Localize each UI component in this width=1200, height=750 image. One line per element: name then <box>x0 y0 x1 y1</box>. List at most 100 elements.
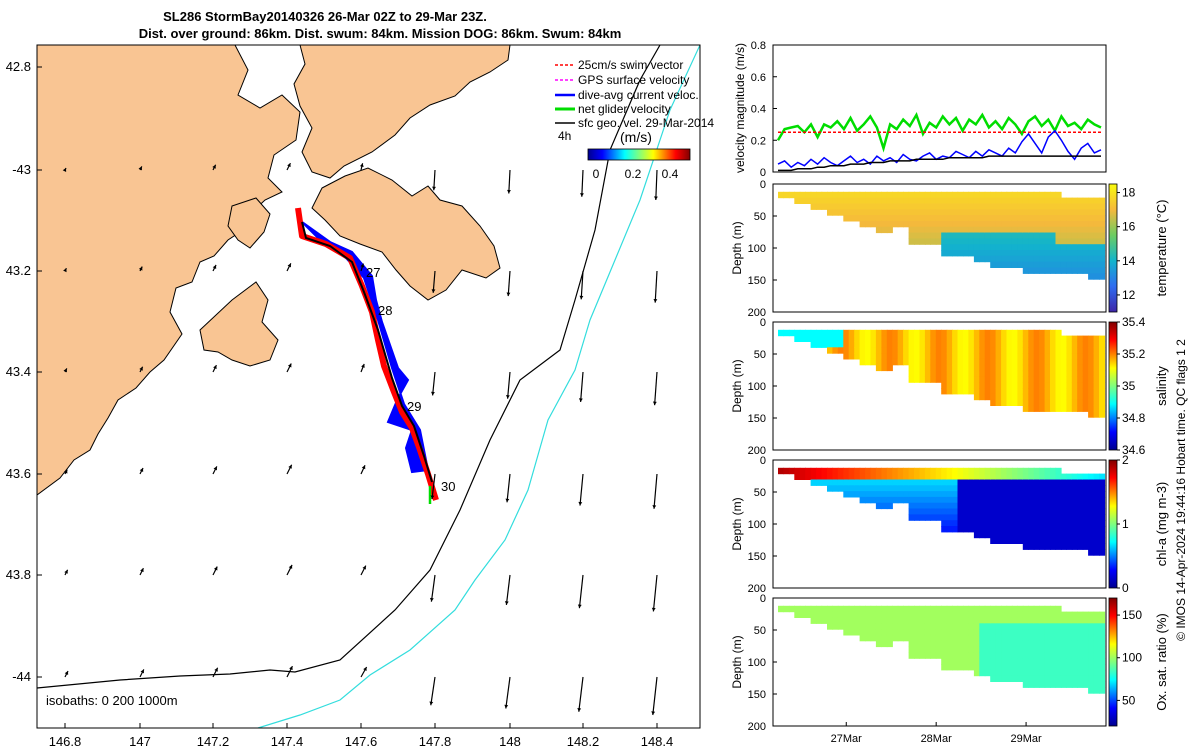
section-cell <box>865 209 872 216</box>
section-cell <box>799 467 806 475</box>
section-cell <box>1077 531 1084 539</box>
section-cell <box>1022 376 1029 383</box>
section-cell <box>1044 197 1051 204</box>
section-cell <box>941 623 948 630</box>
section-cell <box>1077 358 1084 366</box>
section-cell <box>1071 250 1078 257</box>
section-cell <box>963 623 970 630</box>
section-cell <box>1044 467 1051 475</box>
section-cell <box>903 220 910 228</box>
section-cell <box>1017 669 1024 677</box>
section-cell <box>1093 347 1100 354</box>
section-cell <box>1006 358 1013 366</box>
map-x-tick-label: 148.2 <box>567 734 600 749</box>
section-cell <box>1060 634 1067 642</box>
section-cell <box>979 479 986 486</box>
section-cell <box>816 611 823 618</box>
section-cell <box>990 623 997 630</box>
section-cell <box>946 652 953 659</box>
land-tasmania <box>37 45 301 496</box>
section-cell <box>935 646 942 653</box>
section-cell <box>1033 485 1040 492</box>
section-cell <box>973 508 980 515</box>
section-cell <box>1001 347 1008 354</box>
section-cell <box>1082 611 1089 618</box>
section-cell <box>1011 370 1018 377</box>
section-cell <box>995 382 1002 389</box>
section-cell <box>1033 496 1040 504</box>
section-cell <box>1028 388 1035 395</box>
section-cell <box>957 640 964 648</box>
geo-vector-arrow <box>507 270 511 297</box>
day-label-30: 30 <box>441 479 455 494</box>
section-cell <box>1060 531 1067 539</box>
section-cell <box>1022 485 1029 492</box>
section-cell <box>897 347 904 354</box>
section-cell <box>968 623 975 630</box>
section-cell <box>946 364 953 372</box>
section-cell <box>946 496 953 504</box>
section-cell <box>990 479 997 486</box>
section-cell <box>924 209 931 216</box>
section-cell <box>1006 467 1013 475</box>
section-cell <box>968 382 975 389</box>
section-cell <box>1011 388 1018 395</box>
section-cell <box>1033 623 1040 630</box>
section-cell <box>1028 491 1035 498</box>
section-cell <box>865 220 872 228</box>
section-cell <box>1028 652 1035 659</box>
section-cell <box>1011 623 1018 630</box>
section-cell <box>957 250 964 257</box>
section-cell <box>1071 640 1078 648</box>
section-cell <box>935 467 942 475</box>
section-cell <box>1050 681 1057 688</box>
section-cell <box>952 652 959 659</box>
section-cell <box>935 353 942 360</box>
section-cell <box>1044 605 1051 613</box>
geo-vector-head <box>140 669 144 674</box>
section-cell <box>990 376 997 383</box>
section-cell <box>963 382 970 389</box>
section-cell <box>1060 514 1067 521</box>
section-cell <box>979 664 986 671</box>
section-cell <box>794 467 801 475</box>
section-cell <box>875 209 882 216</box>
section-cell <box>1028 629 1035 636</box>
section-cell <box>995 520 1002 527</box>
map-y-tick-label: -44 <box>12 669 31 684</box>
section-cell <box>859 220 866 228</box>
section-cell <box>968 526 975 533</box>
section-cell <box>1093 405 1100 412</box>
section-cell <box>1066 261 1073 268</box>
section-cell <box>799 473 806 480</box>
section-cell <box>854 341 861 348</box>
section-cell <box>952 473 959 480</box>
section-cell <box>1099 508 1106 515</box>
section-cell <box>984 479 991 486</box>
section-cell <box>979 255 986 263</box>
section-cell <box>979 250 986 257</box>
section-cell <box>1050 623 1057 630</box>
section-cell <box>1039 543 1046 550</box>
section-cell <box>1088 675 1095 682</box>
section-cell <box>984 634 991 642</box>
section-cell <box>1071 479 1078 486</box>
section-cell <box>930 508 937 515</box>
section-cell <box>875 473 882 480</box>
section-cell <box>1039 658 1046 665</box>
section-cell <box>1017 238 1024 245</box>
section-cell <box>1017 479 1024 486</box>
section-cell <box>979 393 986 401</box>
section-cell <box>1001 496 1008 504</box>
section-cell <box>875 640 882 648</box>
section-cell <box>952 197 959 204</box>
section-cell <box>1001 479 1008 486</box>
section-cell <box>957 664 964 671</box>
section-cell <box>995 250 1002 257</box>
geo-vector-arrow <box>432 371 436 396</box>
section-cell <box>984 520 991 527</box>
section-cell <box>1028 376 1035 383</box>
section-cell <box>1055 496 1062 504</box>
section-cell <box>1077 543 1084 550</box>
section-cell <box>908 191 915 199</box>
